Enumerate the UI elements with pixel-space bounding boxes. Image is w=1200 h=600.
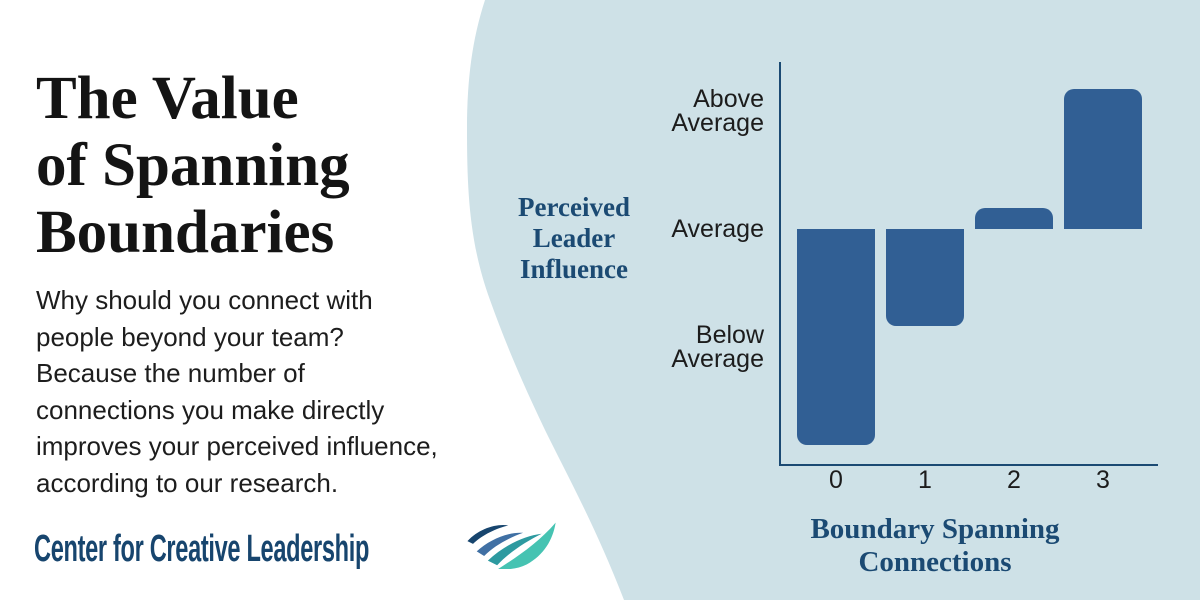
- x-tick-label-0: 0: [829, 466, 843, 494]
- bar-0: [797, 229, 875, 445]
- bar-3: [1064, 88, 1142, 229]
- x-tick-label-2: 2: [1007, 466, 1021, 494]
- y-axis-line: [779, 62, 781, 466]
- x-axis-title: Boundary Spanning Connections: [810, 513, 1060, 578]
- page-title: The Value of Spanning Boundaries: [36, 64, 350, 266]
- bar-1: [886, 229, 964, 326]
- swoosh-stroke-navy: [467, 525, 509, 544]
- swoosh-stroke-blue: [476, 532, 524, 556]
- y-tick-label-1: Average: [671, 215, 764, 243]
- ccl-swoosh-logo-icon: [467, 522, 556, 569]
- x-tick-label-3: 3: [1096, 466, 1110, 494]
- swoosh-stroke-teal: [487, 533, 542, 566]
- left-panel: The Value of Spanning Boundaries Why sho…: [0, 0, 556, 600]
- y-tick-label-2: Below Average: [671, 321, 764, 373]
- x-axis-line: [779, 464, 1158, 466]
- x-tick-label-1: 1: [918, 466, 932, 494]
- y-tick-label-0: Above Average: [671, 85, 764, 137]
- y-axis-title: Perceived Leader Influence: [518, 192, 630, 284]
- ccl-logo-wordmark: Center for Creative Leadership: [34, 528, 370, 570]
- bar-2: [975, 207, 1053, 229]
- intro-paragraph: Why should you connect with people beyon…: [36, 285, 438, 498]
- swoosh-stroke-mint: [498, 522, 556, 569]
